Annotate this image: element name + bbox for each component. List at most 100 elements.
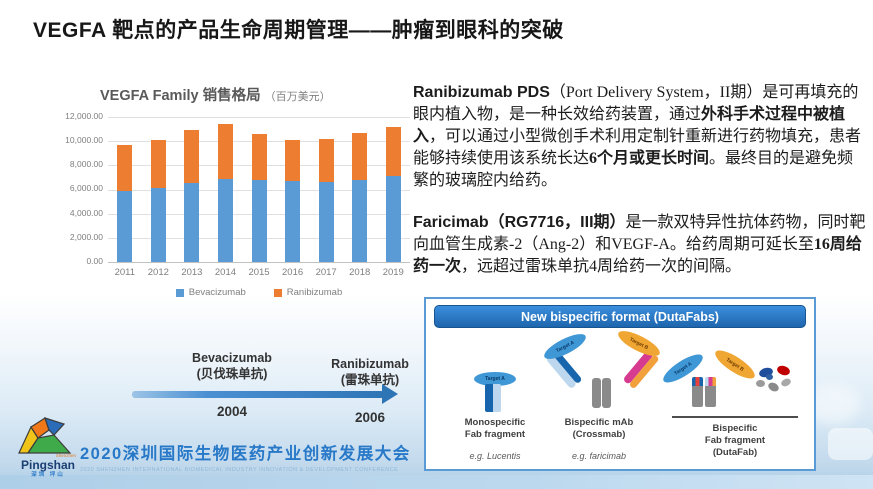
y-tick-label: 10,000.00	[65, 135, 103, 146]
bar-slot	[276, 117, 310, 262]
bar-slot	[377, 117, 411, 262]
chart-title: VEGFA Family 销售格局 （百万美元）	[100, 84, 410, 105]
fab-light-chain	[493, 384, 501, 412]
bar-segment-bevacizumab	[117, 190, 133, 262]
bar-2012	[150, 117, 166, 262]
chart-x-axis: 2011 2012 2013 2014 2015 2016 2017 2018 2019	[108, 267, 410, 278]
timeline-drug-name: Bevacizumab	[192, 351, 272, 365]
molecule-blob	[779, 377, 793, 388]
y-tick-label: 2,000.00	[69, 231, 103, 242]
bar-segment-ranibizumab	[352, 132, 368, 180]
x-tick-label: 2012	[147, 267, 169, 278]
slide-title: VEGFA 靶点的产品生命周期管理——肿瘤到眼科的突破	[33, 19, 564, 42]
bar-2017	[318, 117, 334, 262]
bar-slot	[142, 117, 176, 262]
text-run: ，可以通过小型微创手术利用定制针重新进行药物填充，患者能够持续使用该系统长达	[413, 128, 862, 167]
panel-example-text: e.g. faricimab	[571, 451, 627, 461]
logo-name-label: Pingshan	[20, 457, 75, 472]
legend-item-bevacizumab: Bevacizumab	[175, 287, 246, 298]
bottom-decoration-band	[0, 475, 873, 489]
bar-segment-bevacizumab	[352, 179, 368, 262]
bar-segment-bevacizumab	[318, 182, 334, 262]
x-tick-label: 2019	[382, 267, 404, 278]
timeline-item-ranibizumab: Ranibizumab (雷珠单抗)	[300, 356, 440, 388]
text-run: （Port Delivery System，II期）是可再填充的眼内植入物，是一…	[413, 84, 859, 123]
logo-region-label: Shenzhen	[55, 453, 76, 458]
bar-2015	[251, 117, 267, 262]
gridline	[108, 117, 410, 118]
timeline-arrow-shaft	[132, 391, 384, 398]
drug-name: Ranibizumab PDS	[413, 84, 550, 101]
bar-segment-ranibizumab	[318, 138, 334, 183]
legend-item-ranibizumab: Ranibizumab	[273, 287, 343, 298]
text-run: 6个月或更长时间	[589, 150, 710, 167]
x-tick-label: 2017	[315, 267, 337, 278]
text-run: 是一款双特异性抗体药物，同时靶向血管生成素-2（Ang-2）和VEGF-A。给药…	[413, 214, 866, 253]
bar-segment-bevacizumab	[150, 188, 166, 262]
x-tick-label: 2018	[349, 267, 371, 278]
vegfa-sales-chart: VEGFA Family 销售格局 （百万美元） 12,000.00 10,000…	[58, 84, 410, 298]
conference-subtitle: 2020 SHENZHEN INTERNATIONAL BIOMEDICAL I…	[80, 467, 399, 473]
paragraph-ranibizumab-pds: Ranibizumab PDS（Port Delivery System，II期…	[413, 82, 869, 192]
target-b-ellipse-icon: Target B	[615, 326, 663, 361]
bar-slot	[309, 117, 343, 262]
legend-label: Ranibizumab	[286, 287, 343, 298]
bars-layer	[108, 117, 410, 262]
dutafab-binding-site	[692, 377, 703, 386]
bar-segment-bevacizumab	[217, 178, 233, 262]
bar-slot	[343, 117, 377, 262]
chart-plot-column: 2011 2012 2013 2014 2015 2016 2017 2018 2019	[108, 117, 410, 278]
bar-2014	[217, 117, 233, 262]
logo-cn-label: 深圳 坪山	[31, 472, 65, 479]
crystal-structure-icon	[756, 364, 800, 405]
antibody-diagrams: Target A Target A Target B	[426, 299, 814, 419]
molecule-blob	[766, 374, 773, 380]
panel-label-dutafab: Bispecific Fab fragment (DutaFab)	[670, 423, 800, 459]
paragraph-faricimab: Faricimab（RG7716，III期）是一款双特异性抗体药物，同时靶向血管…	[413, 212, 869, 278]
timeline-year-2004: 2004	[216, 404, 248, 419]
panel-example-text: e.g. Lucentis	[469, 451, 521, 461]
panel-label-text: Bispecific mAb (Crossmab)	[564, 417, 634, 440]
bar-segment-ranibizumab	[117, 144, 133, 191]
bar-2011	[117, 117, 133, 262]
chart-title-unit: （百万美元）	[264, 91, 331, 103]
bispecific-format-panel: New bispecific format (DutaFabs) Target …	[424, 297, 816, 471]
molecule-blob	[766, 380, 781, 394]
chart-y-axis: 12,000.00 10,000.00 8,000.00 6,000.00 4,000.…	[58, 112, 108, 266]
chart-title-text: VEGFA Family 销售格局	[100, 88, 261, 104]
bar-2019	[385, 117, 401, 262]
panel-header: New bispecific format (DutaFabs)	[434, 305, 806, 328]
text-run: 16周给药一次	[413, 236, 862, 275]
x-tick-label: 2014	[214, 267, 237, 278]
dutafab-body	[692, 386, 703, 407]
dutafab-bar-icon	[705, 377, 716, 407]
x-tick-label: 2011	[114, 267, 135, 278]
bar-slot	[209, 117, 243, 262]
bar-segment-bevacizumab	[285, 181, 301, 262]
legend-label: Bevacizumab	[188, 287, 246, 298]
dutafab-body	[705, 386, 716, 407]
right-text-block: Ranibizumab PDS（Port Delivery System，II期…	[413, 82, 869, 278]
timeline-arrow-head-icon	[382, 384, 398, 404]
bar-segment-ranibizumab	[150, 139, 166, 189]
pingshan-logo-icon	[18, 417, 72, 454]
chart-legend: Bevacizumab Ranibizumab	[108, 287, 410, 298]
y-tick-label: 6,000.00	[69, 183, 103, 194]
target-a-ellipse-icon: Target A	[474, 372, 516, 386]
y-tick-label: 0.00	[86, 255, 103, 266]
bar-segment-bevacizumab	[251, 179, 267, 262]
bar-segment-ranibizumab	[184, 130, 200, 184]
chart-plot	[108, 117, 410, 263]
conference-block: 2020深圳国际生物医药产业创新发展大会 2020 SHENZHEN INTER…	[80, 440, 411, 473]
bar-2013	[184, 117, 200, 262]
timeline-drug-cn: (贝伐珠单抗)	[196, 367, 268, 381]
text-run: 。最终目的是避免频繁的玻璃腔内给药。	[413, 150, 854, 189]
x-tick-label: 2015	[248, 267, 270, 278]
bar-slot	[175, 117, 209, 262]
legend-swatch	[273, 288, 282, 297]
bar-slot	[242, 117, 276, 262]
timeline-drug-cn: (雷珠单抗)	[340, 373, 400, 387]
molecule-blob	[775, 364, 792, 377]
target-b-ellipse-icon: Target B	[711, 345, 759, 384]
